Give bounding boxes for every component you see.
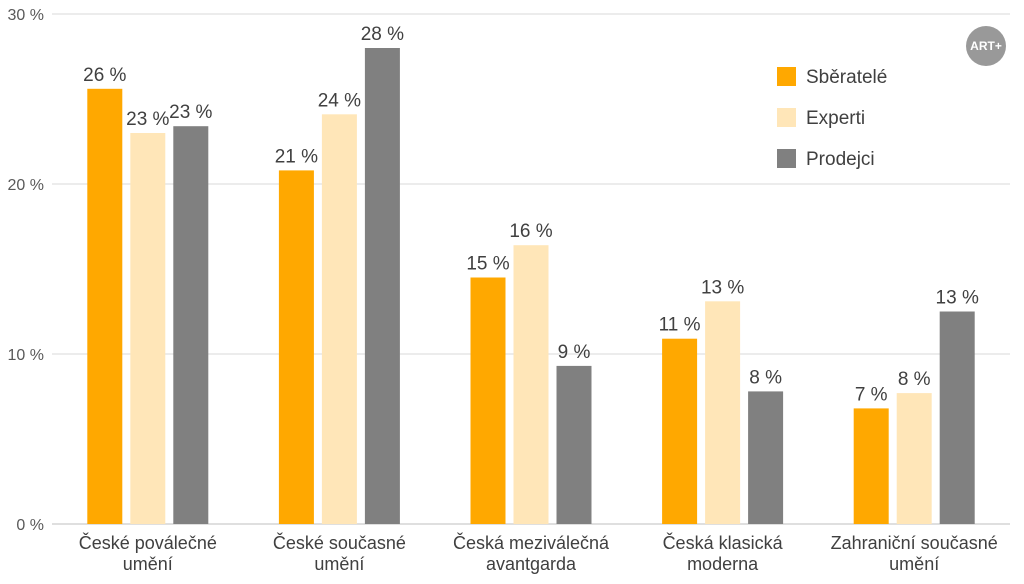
legend-swatch [777, 67, 796, 86]
data-label: 7 % [855, 384, 888, 405]
logo-circle [966, 26, 1006, 66]
bar [896, 393, 932, 524]
data-label: 16 % [509, 221, 552, 242]
legend-label: Prodejci [806, 149, 875, 170]
category-label: České poválečné [79, 532, 217, 553]
bar [470, 277, 506, 524]
bar [87, 88, 123, 525]
bar [662, 338, 698, 524]
legend-label: Sběratelé [806, 67, 887, 88]
bar [853, 408, 889, 524]
bar [748, 391, 784, 524]
category-label: Česká klasická [663, 532, 784, 553]
data-label: 23 % [126, 109, 169, 130]
data-label: 23 % [169, 102, 212, 123]
bar [364, 48, 400, 524]
category-label: České současné [273, 532, 406, 553]
logo-text: ART+ [970, 39, 1002, 53]
y-tick-label: 10 % [8, 347, 44, 364]
legend: Sběratelé Experti Prodejci [777, 67, 887, 170]
data-label: 26 % [83, 65, 126, 86]
category-label: Zahraniční současné [831, 533, 998, 553]
legend-swatch [777, 149, 796, 168]
data-label: 13 % [701, 277, 744, 298]
bar [321, 114, 357, 525]
y-axis-ticks: 0 % 10 % 20 % 30 % [8, 7, 44, 534]
data-label: 21 % [275, 146, 318, 167]
category-label: avantgarda [486, 554, 577, 574]
data-label: 11 % [659, 315, 701, 336]
legend-swatch [777, 108, 796, 127]
bar [130, 133, 166, 524]
data-label: 28 % [361, 24, 404, 45]
y-tick-label: 20 % [8, 177, 44, 194]
data-label: 9 % [558, 342, 591, 363]
data-label: 8 % [749, 367, 782, 388]
bar [939, 311, 975, 524]
data-label: 24 % [318, 90, 361, 111]
bar [278, 170, 314, 524]
bar [173, 126, 209, 524]
data-label: 8 % [898, 369, 931, 390]
art-plus-logo: ART+ [966, 26, 1006, 66]
category-label: umění [889, 554, 939, 574]
bars [87, 48, 975, 525]
category-label: moderna [687, 554, 759, 574]
bar [513, 245, 549, 524]
category-label: Česká meziválečná [453, 532, 610, 553]
legend-label: Experti [806, 108, 865, 129]
category-label: umění [123, 554, 173, 574]
data-label: 15 % [466, 254, 509, 275]
y-tick-label: 30 % [8, 7, 44, 24]
data-labels: 26 %23 % 23 %21 %24 %28 %15 %16 %9 %11 %1… [83, 24, 979, 405]
category-label: umění [314, 554, 364, 574]
data-label: 13 % [936, 288, 979, 309]
y-tick-label: 0 % [16, 517, 44, 534]
bar [705, 301, 741, 524]
bar [556, 365, 592, 524]
